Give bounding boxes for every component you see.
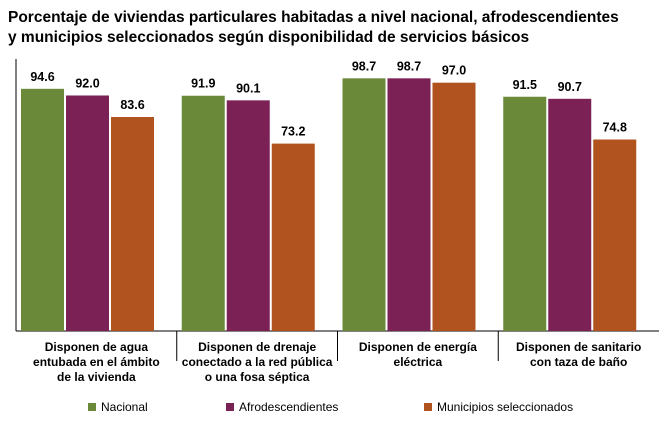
legend-label-nacional: Nacional	[101, 400, 148, 414]
category-label: con taza de baño	[530, 355, 627, 369]
bar	[66, 95, 109, 331]
data-label: 74.8	[603, 121, 627, 135]
bar	[271, 143, 315, 331]
bar	[21, 88, 64, 331]
data-label: 92.0	[75, 76, 99, 90]
category-label: Disponen de energía	[359, 340, 477, 354]
legend-item-nacional: Nacional	[88, 400, 148, 414]
legend-item-municipios: Municipios seleccionados	[424, 400, 573, 414]
category-label: Disponen de drenaje	[198, 340, 316, 354]
data-label: 90.7	[558, 80, 582, 94]
data-label: 98.7	[352, 59, 376, 73]
data-label: 91.9	[191, 77, 215, 91]
data-label: 97.0	[442, 64, 466, 78]
legend-swatch-nacional	[88, 403, 96, 411]
data-label: 73.2	[281, 125, 305, 139]
chart-legend: Nacional Afrodescendientes Municipios se…	[0, 400, 669, 420]
bar	[226, 100, 270, 332]
chart-title: Porcentaje de viviendas particulares hab…	[8, 8, 658, 48]
bar	[548, 98, 592, 331]
bar	[342, 78, 386, 331]
data-label: 83.6	[120, 98, 144, 112]
chart-title-line-2: y municipios seleccionados según disponi…	[8, 29, 530, 46]
data-label: 91.5	[513, 78, 537, 92]
legend-label-municipios: Municipios seleccionados	[437, 400, 574, 414]
legend-item-afrodescendientes: Afrodescendientes	[226, 400, 338, 414]
data-label: 90.1	[236, 81, 260, 95]
legend-swatch-afrodescendientes	[226, 403, 234, 411]
data-label: 98.7	[397, 59, 421, 73]
bar	[593, 139, 637, 331]
bar	[111, 116, 154, 331]
category-label: Disponen de sanitario	[516, 340, 641, 354]
category-label: o una fosa séptica	[205, 370, 310, 384]
bar	[432, 82, 476, 332]
data-label: 94.6	[30, 70, 54, 84]
category-label: Disponen de agua	[45, 340, 149, 354]
chart-title-line-1: Porcentaje de viviendas particulares hab…	[8, 9, 619, 26]
category-label: de la vivienda	[57, 370, 136, 384]
category-label: conectado a la red pública	[182, 355, 333, 369]
bar	[503, 96, 547, 331]
bar	[181, 95, 225, 332]
legend-swatch-municipios	[424, 403, 432, 411]
category-label: eléctrica	[394, 355, 443, 369]
legend-label-afrodescendientes: Afrodescendientes	[239, 400, 339, 414]
category-label: entubada en el ámbito	[33, 355, 160, 369]
bar	[387, 78, 431, 331]
